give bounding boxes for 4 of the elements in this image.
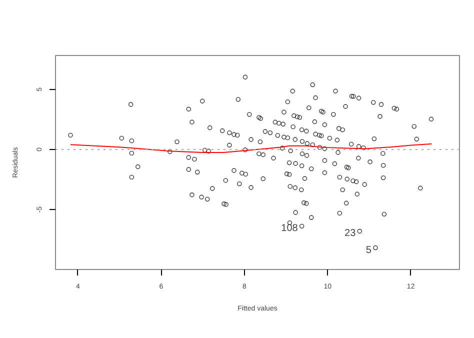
- annotation: 108: [281, 223, 298, 234]
- annotation: 5: [366, 244, 372, 256]
- line-series: [70, 143, 432, 153]
- annotation: 23: [344, 228, 356, 240]
